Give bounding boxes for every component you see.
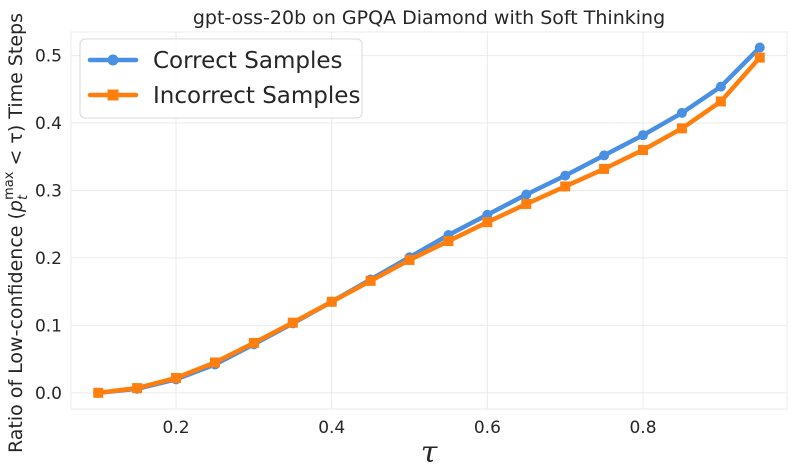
y-label-superscript: max — [2, 171, 17, 200]
data-point — [599, 150, 610, 161]
legend: Correct Samples Incorrect Samples — [79, 38, 363, 119]
y-tick-label: 0.2 — [35, 249, 62, 269]
legend-box — [79, 38, 363, 119]
data-point — [599, 163, 610, 174]
series-incorrect-samples — [93, 52, 765, 398]
series-line — [95, 55, 763, 396]
data-point — [676, 107, 687, 118]
y-tick-label: 0.5 — [35, 47, 62, 67]
y-tick-label: 0.1 — [35, 316, 62, 336]
data-point — [676, 123, 687, 134]
data-point — [93, 387, 104, 398]
data-point — [132, 383, 143, 394]
x-tick-label: 0.6 — [474, 418, 501, 438]
data-point — [638, 145, 649, 156]
data-point — [482, 217, 493, 228]
data-point — [521, 198, 532, 209]
legend-marker — [107, 54, 119, 66]
x-tick-label: 0.2 — [163, 418, 190, 438]
legend-label: Incorrect Samples — [153, 83, 360, 109]
data-point — [754, 52, 765, 63]
legend-item: Correct Samples — [87, 48, 342, 74]
labels: gpt-oss-20b on GPQA Diamond with Soft Th… — [2, 7, 665, 470]
y-tick-label: 0.0 — [35, 384, 62, 404]
data-point — [638, 130, 649, 141]
axes: 0.2 0.4 0.6 0.8 0.0 0.1 0.2 0.3 0.4 0.5 — [35, 47, 657, 438]
data-point — [171, 372, 182, 383]
x-tick-label: 0.4 — [318, 418, 345, 438]
y-label-subscript: t — [16, 194, 31, 200]
data-point — [754, 42, 765, 53]
y-axis-label: Ratio of Low-confidence (ptmax < τ) Time… — [2, 13, 31, 453]
chart-title: gpt-oss-20b on GPQA Diamond with Soft Th… — [193, 7, 665, 29]
data-point — [715, 81, 726, 92]
legend-item: Incorrect Samples — [87, 83, 360, 109]
data-point — [209, 357, 220, 368]
x-tick-label: 0.8 — [629, 418, 656, 438]
data-point — [560, 181, 571, 192]
legend-marker — [107, 89, 119, 101]
data-point — [521, 189, 532, 200]
legend-label: Correct Samples — [153, 48, 342, 74]
y-label-prefix: Ratio of Low-confidence ( — [5, 212, 27, 453]
y-label-suffix: < τ) Time Steps — [5, 13, 27, 172]
data-point — [326, 296, 337, 307]
data-point — [248, 337, 259, 348]
data-point — [560, 170, 571, 181]
data-point — [715, 96, 726, 107]
data-point — [404, 254, 415, 265]
data-point — [287, 317, 298, 328]
series-group — [93, 42, 765, 398]
y-tick-label: 0.3 — [35, 181, 62, 201]
x-axis-label: τ — [421, 435, 438, 470]
y-label-variable: p — [5, 200, 27, 213]
y-tick-label: 0.4 — [35, 114, 62, 134]
data-point — [365, 275, 376, 286]
data-point — [443, 236, 454, 247]
